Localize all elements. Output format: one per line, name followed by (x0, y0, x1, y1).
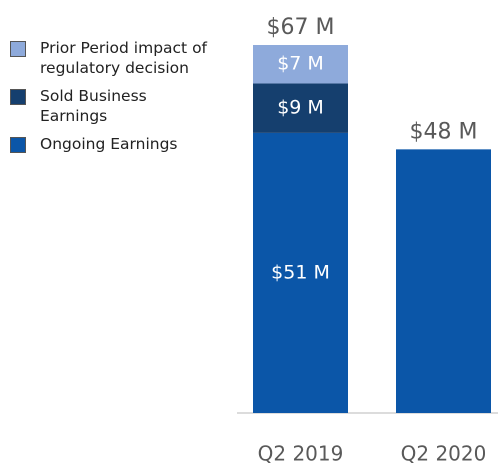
legend-label: Ongoing Earnings (40, 135, 178, 153)
legend-swatch (10, 89, 26, 105)
legend-item: Sold Business Earnings (10, 86, 245, 126)
x-tick-label: Q2 2020 (401, 442, 487, 466)
bar-segment (253, 83, 348, 133)
value-label: $7 M (277, 53, 324, 75)
value-label: $51 M (271, 261, 330, 283)
legend-swatch (10, 137, 26, 153)
bar-segment (253, 132, 348, 413)
legend-swatch (10, 41, 26, 57)
legend-label: Sold Business Earnings (40, 87, 147, 125)
total-label: $48 M (410, 119, 478, 144)
bar-segment (396, 149, 491, 413)
bar-segment (253, 45, 348, 84)
legend-item: Prior Period impact of regulatory decisi… (10, 38, 245, 78)
legend-label: Prior Period impact of regulatory decisi… (40, 39, 208, 77)
legend: Prior Period impact of regulatory decisi… (10, 38, 245, 162)
value-label: $9 M (277, 97, 324, 119)
x-tick-label: Q2 2019 (258, 442, 344, 466)
total-label: $67 M (267, 15, 335, 40)
legend-item: Ongoing Earnings (10, 134, 245, 154)
